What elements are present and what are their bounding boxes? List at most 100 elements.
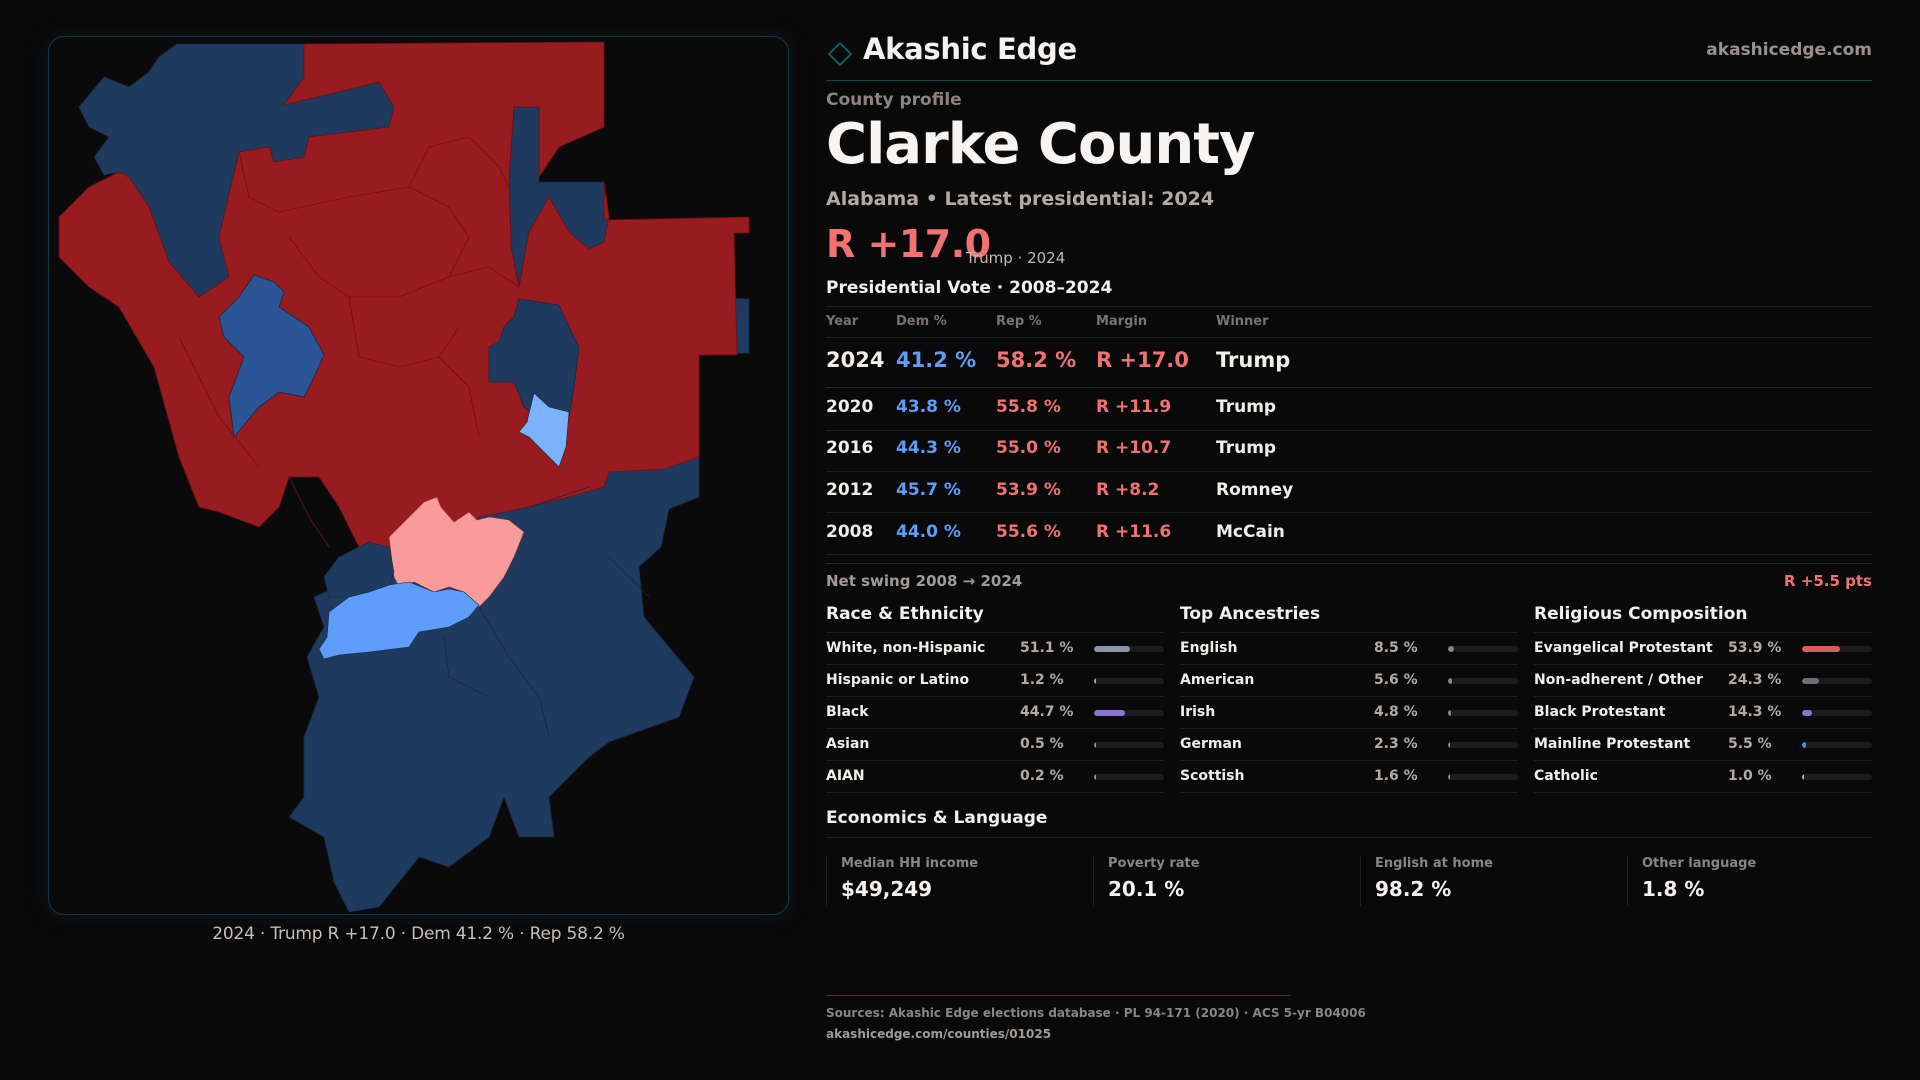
footer-url-link[interactable]: akashicedge.com/counties/01025 <box>826 1027 1052 1041</box>
progress-bar-track <box>1448 774 1518 780</box>
progress-bar-track <box>1448 710 1518 716</box>
ancestry-row: Scottish 1.6 % <box>1180 761 1518 793</box>
cell-year: 2012 <box>826 480 874 500</box>
econ-label: English at home <box>1375 856 1493 871</box>
presidential-section-title: Presidential Vote · 2008–2024 <box>826 278 1113 298</box>
economics-section-title: Economics & Language <box>826 808 1048 828</box>
precinct-region-tilt-dem[interactable] <box>518 392 570 468</box>
divider <box>826 632 1164 633</box>
progress-bar-fill <box>1094 774 1096 780</box>
econ-value: $49,249 <box>841 877 933 901</box>
brand-url-link[interactable]: akashicedge.com <box>1706 40 1872 60</box>
cell-winner: McCain <box>1216 522 1285 542</box>
progress-bar-fill <box>1802 774 1804 780</box>
stat-value: 51.1 % <box>1020 640 1074 656</box>
footer-sources: Sources: Akashic Edge elections database… <box>826 1006 1366 1020</box>
precinct-map[interactable] <box>49 37 789 915</box>
precinct-borders <box>178 136 520 548</box>
divider <box>826 306 1872 307</box>
cell-year: 2024 <box>826 348 885 372</box>
progress-bar-track <box>1802 646 1872 652</box>
divider <box>1180 632 1518 633</box>
precinct-map-panel[interactable] <box>48 36 789 915</box>
col-header-rep: Rep % <box>996 314 1042 329</box>
stat-label: Irish <box>1180 704 1216 720</box>
cell-dem: 41.2 % <box>896 348 977 372</box>
cell-margin: R +8.2 <box>1096 480 1160 500</box>
precinct-region-central-blue[interactable] <box>218 274 325 438</box>
cell-dem: 45.7 % <box>896 480 961 500</box>
race-row: Black 44.7 % <box>826 697 1164 729</box>
stat-label: Non-adherent / Other <box>1534 672 1703 688</box>
religion-row: Evangelical Protestant 53.9 % <box>1534 633 1872 665</box>
progress-bar-track <box>1802 742 1872 748</box>
race-row: Hispanic or Latino 1.2 % <box>826 665 1164 697</box>
stat-label: Scottish <box>1180 768 1245 784</box>
cell-year: 2020 <box>826 397 874 417</box>
econ-card-median-income: Median HH income $49,249 <box>826 856 1090 906</box>
ancestry-row: Irish 4.8 % <box>1180 697 1518 729</box>
stat-label: White, non-Hispanic <box>826 640 986 656</box>
cell-dem: 44.3 % <box>896 438 961 458</box>
stat-value: 14.3 % <box>1728 704 1782 720</box>
cell-margin: R +11.6 <box>1096 522 1172 542</box>
page-subtitle: Alabama • Latest presidential: 2024 <box>826 188 1215 210</box>
col-header-margin: Margin <box>1096 314 1148 329</box>
progress-bar-track <box>1802 710 1872 716</box>
stat-value: 8.5 % <box>1374 640 1418 656</box>
col-header-dem: Dem % <box>896 314 947 329</box>
religion-row: Black Protestant 14.3 % <box>1534 697 1872 729</box>
ancestry-section-title: Top Ancestries <box>1180 604 1321 624</box>
econ-card-other-language: Other language 1.8 % <box>1627 856 1891 906</box>
diamond-outline-icon <box>828 42 852 66</box>
econ-label: Poverty rate <box>1108 856 1200 871</box>
progress-bar-track <box>1094 678 1164 684</box>
race-section-title: Race & Ethnicity <box>826 604 984 624</box>
page-title: Clarke County <box>826 112 1255 177</box>
stat-value: 1.2 % <box>1020 672 1064 688</box>
footer-divider <box>826 995 1290 996</box>
stat-value: 24.3 % <box>1728 672 1782 688</box>
precinct-region-harbor[interactable] <box>323 541 395 598</box>
divider <box>826 337 1872 338</box>
divider <box>826 837 1872 838</box>
progress-bar-track <box>1094 710 1164 716</box>
race-row: White, non-Hispanic 51.1 % <box>826 633 1164 665</box>
econ-value: 1.8 % <box>1642 877 1705 901</box>
cell-winner: Trump <box>1216 348 1291 372</box>
religion-row: Catholic 1.0 % <box>1534 761 1872 793</box>
cell-dem: 43.8 % <box>896 397 961 417</box>
cell-dem: 44.0 % <box>896 522 961 542</box>
cell-margin: R +10.7 <box>1096 438 1172 458</box>
header-divider <box>826 80 1872 81</box>
race-row: AIAN 0.2 % <box>826 761 1164 793</box>
econ-value: 98.2 % <box>1375 877 1452 901</box>
divider <box>826 387 1872 388</box>
progress-bar-fill <box>1448 678 1452 684</box>
stat-value: 2.3 % <box>1374 736 1418 752</box>
progress-bar-track <box>1448 678 1518 684</box>
stat-value: 53.9 % <box>1728 640 1782 656</box>
stat-label: Black Protestant <box>1534 704 1666 720</box>
stat-value: 1.6 % <box>1374 768 1418 784</box>
cell-winner: Romney <box>1216 480 1294 500</box>
econ-value: 20.1 % <box>1108 877 1185 901</box>
stat-value: 5.6 % <box>1374 672 1418 688</box>
stat-label: Hispanic or Latino <box>826 672 970 688</box>
econ-card-english-at-home: English at home 98.2 % <box>1360 856 1624 906</box>
stat-value: 4.8 % <box>1374 704 1418 720</box>
divider <box>826 471 1872 472</box>
religion-row: Non-adherent / Other 24.3 % <box>1534 665 1872 697</box>
progress-bar-fill <box>1448 710 1452 716</box>
cell-margin: R +17.0 <box>1096 348 1189 372</box>
precinct-region-lean-dem[interactable] <box>318 581 480 660</box>
ancestry-row: American 5.6 % <box>1180 665 1518 697</box>
net-swing-value: R +5.5 pts <box>1784 572 1872 590</box>
cell-year: 2008 <box>826 522 874 542</box>
progress-bar-track <box>1448 646 1518 652</box>
cell-winner: Trump <box>1216 438 1277 458</box>
progress-bar-fill <box>1802 678 1819 684</box>
progress-bar-fill <box>1448 646 1454 652</box>
precinct-region-east-pocket[interactable] <box>488 298 580 423</box>
progress-bar-track <box>1802 774 1872 780</box>
